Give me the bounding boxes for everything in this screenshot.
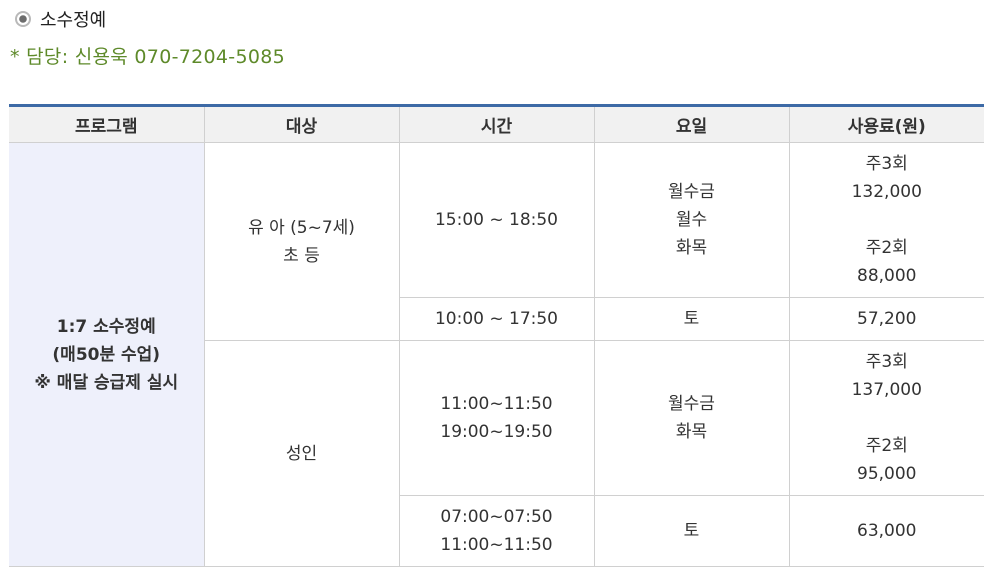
time-line: 11:00~11:50 (440, 535, 553, 555)
time-cell: 07:00~07:50 11:00~11:50 (399, 495, 595, 567)
day-cell: 토 (594, 495, 790, 567)
table-row: 성인 11:00~11:50 19:00~19:50 월수금 화목 주3회 13… (9, 340, 985, 567)
day-line: 토 (683, 521, 700, 541)
fee-amount: 57,200 (857, 309, 917, 329)
fee-amount: 95,000 (857, 464, 917, 484)
fee-label: 주2회 (865, 238, 908, 258)
time-line: 19:00~19:50 (440, 422, 553, 442)
target-cell: 성인 (204, 340, 400, 567)
section-heading: 소수정예 (14, 6, 106, 32)
time-line: 15:00 ~ 18:50 (434, 210, 559, 230)
day-line: 월수 (675, 210, 708, 230)
table-row: 07:00~07:50 11:00~11:50 토 63,000 (9, 495, 984, 567)
program-line: 1:7 소수정예 (56, 316, 156, 337)
day-cell: 토 (594, 297, 790, 341)
header-time: 시간 (399, 104, 595, 143)
time-cell: 10:00 ~ 17:50 (399, 297, 595, 341)
contact-info: * 담당: 신용욱 070-7204-5085 (10, 46, 286, 68)
day-line: 월수금 (668, 394, 715, 414)
target-line: 성인 (285, 443, 318, 464)
header-target: 대상 (204, 104, 400, 143)
header-program: 프로그램 (9, 104, 205, 143)
header-fee: 사용료(원) (789, 104, 984, 143)
day-line: 토 (683, 309, 700, 329)
day-line: 월수금 (668, 182, 715, 202)
fee-spacer (790, 206, 985, 234)
fee-amount: 132,000 (851, 182, 922, 202)
fee-cell: 주3회 137,000 주2회 95,000 (789, 340, 985, 496)
time-cell: 15:00 ~ 18:50 (399, 142, 595, 298)
fee-cell: 주3회 132,000 주2회 88,000 (789, 142, 985, 298)
fee-amount: 63,000 (857, 521, 917, 541)
schedule-table: 프로그램 대상 시간 요일 사용료(원) 1:7 소수정예 (매50분 수업) … (9, 104, 984, 567)
fee-cell: 63,000 (789, 495, 984, 567)
time-line: 07:00~07:50 (440, 507, 553, 527)
fee-label: 주3회 (865, 154, 908, 174)
fee-label: 주2회 (865, 436, 908, 456)
target-line: 유 아 (5~7세) (248, 217, 355, 238)
section-title: 소수정예 (40, 10, 107, 31)
day-line: 화목 (675, 422, 708, 442)
day-line: 화목 (675, 238, 708, 258)
day-cell: 월수금 월수 화목 (594, 142, 790, 298)
time-cell: 11:00~11:50 19:00~19:50 (399, 340, 595, 496)
target-line: 초 등 (283, 245, 320, 266)
program-line: ※ 매달 승급제 실시 (34, 372, 179, 393)
time-line: 10:00 ~ 17:50 (434, 309, 559, 329)
program-cell: 1:7 소수정예 (매50분 수업) ※ 매달 승급제 실시 (9, 142, 205, 567)
table-header-row: 프로그램 대상 시간 요일 사용료(원) (9, 104, 984, 143)
fee-amount: 137,000 (851, 380, 922, 400)
radio-bullet-icon (15, 11, 31, 27)
table-row: 1:7 소수정예 (매50분 수업) ※ 매달 승급제 실시 유 아 (5~7세… (9, 142, 985, 567)
time-line: 11:00~11:50 (440, 394, 553, 414)
header-day: 요일 (594, 104, 790, 143)
fee-label: 주3회 (865, 352, 908, 372)
fee-amount: 88,000 (857, 266, 917, 286)
fee-spacer (790, 404, 985, 432)
table-row: 10:00 ~ 17:50 토 57,200 (9, 297, 984, 341)
day-cell: 월수금 화목 (594, 340, 790, 496)
program-line: (매50분 수업) (52, 344, 161, 365)
fee-cell: 57,200 (789, 297, 984, 341)
target-cell: 유 아 (5~7세) 초 등 (204, 142, 400, 341)
